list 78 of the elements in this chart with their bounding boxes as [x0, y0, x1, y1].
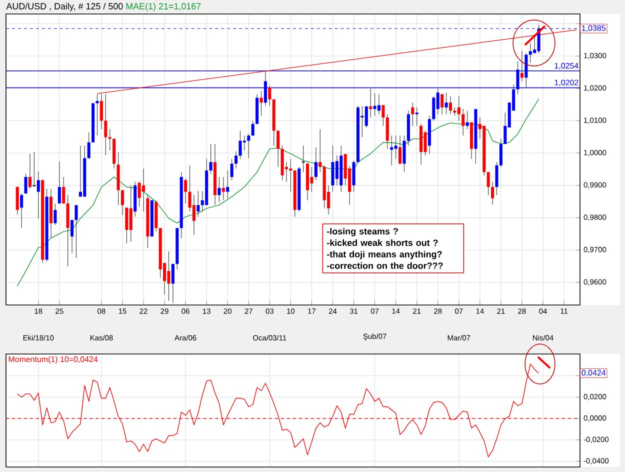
- candlestick: [457, 96, 460, 121]
- candlestick: [364, 106, 368, 128]
- candlestick: [466, 110, 469, 130]
- candlestick: [87, 132, 90, 158]
- text: MAE(1) 21=1,0167: [126, 2, 201, 12]
- candlestick: [20, 193, 24, 228]
- candlestick: [289, 158, 292, 192]
- candlestick: [499, 138, 502, 168]
- candlestick: [62, 176, 66, 204]
- candlestick: [260, 90, 263, 116]
- candlestick: [314, 146, 318, 180]
- candlestick: [486, 172, 490, 196]
- candlestick: [230, 158, 234, 180]
- candlestick: [32, 152, 36, 188]
- candlestick: [390, 135, 394, 166]
- candlestick: [369, 88, 372, 118]
- candlestick: [301, 145, 306, 172]
- candlestick: [167, 251, 170, 302]
- candlestick: [125, 207, 128, 244]
- candlestick: [78, 145, 82, 197]
- candlestick: [444, 92, 448, 115]
- candlestick: [432, 96, 436, 121]
- candlestick: [196, 190, 200, 218]
- candlestick: [251, 120, 254, 136]
- candlestick: [520, 50, 524, 82]
- candlestick: [108, 128, 112, 151]
- candlestick: [268, 85, 272, 106]
- candlestick: [70, 220, 74, 254]
- candlestick: [58, 161, 61, 204]
- candlestick: [138, 182, 141, 207]
- candlestick: [415, 107, 418, 126]
- candlestick: [226, 170, 230, 199]
- annotation: -kicked weak shorts out ?: [327, 239, 438, 246]
- candlestick: [386, 114, 389, 150]
- candlestick: [335, 155, 338, 186]
- candlestick: [222, 176, 225, 201]
- candlestick: [382, 104, 385, 126]
- candlestick: [394, 135, 398, 160]
- candlestick: [495, 162, 498, 196]
- candlestick: [184, 178, 188, 204]
- candlestick: [247, 134, 250, 158]
- candlestick: [192, 194, 196, 236]
- candlestick: [218, 176, 221, 202]
- candlestick: [331, 145, 334, 192]
- candlestick: [448, 96, 452, 115]
- candlestick: [318, 128, 322, 172]
- candlestick: [74, 204, 78, 258]
- candlestick: [276, 130, 280, 168]
- candlestick: [402, 135, 406, 172]
- candlestick: [411, 102, 414, 126]
- candlestick: [96, 94, 99, 136]
- candlestick: [377, 94, 381, 115]
- candlestick: [352, 160, 356, 192]
- line-series: [17, 98, 540, 286]
- candlestick: [491, 182, 494, 206]
- candlestick: [440, 94, 444, 115]
- candlestick: [36, 171, 40, 219]
- annotation: -correction on the door???: [327, 262, 443, 269]
- candlestick: [528, 42, 532, 64]
- candlestick: [171, 264, 174, 304]
- candlestick: [373, 92, 376, 116]
- candlestick: [16, 186, 19, 215]
- candlestick: [462, 108, 465, 136]
- candlestick: [28, 153, 32, 189]
- chart-title: AUD/USD , Daily, # 125 / 500: [6, 2, 123, 12]
- annotation: -losing steams ?: [327, 228, 398, 236]
- candlestick: [209, 144, 212, 174]
- candlestick: [310, 166, 314, 192]
- candlestick: [129, 185, 132, 242]
- candlestick: [120, 190, 124, 216]
- candlestick: [54, 203, 57, 226]
- annotation: -that doji means anything?: [327, 250, 442, 260]
- candlestick: [234, 151, 238, 169]
- candlestick: [142, 168, 146, 212]
- candlestick: [24, 173, 28, 194]
- candlestick: [424, 130, 427, 156]
- candlestick: [238, 130, 242, 160]
- candlestick: [398, 135, 402, 164]
